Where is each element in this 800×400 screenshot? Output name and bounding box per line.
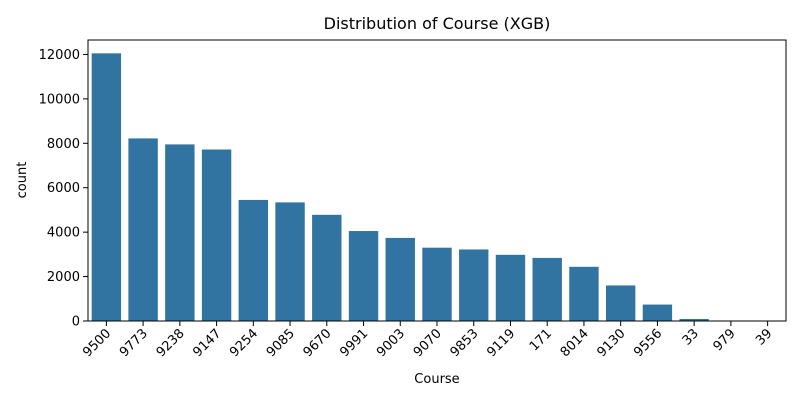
chart-title: Distribution of Course (XGB) (324, 14, 551, 33)
bar-9773 (128, 138, 158, 321)
x-tick-label: 9670 (301, 326, 335, 360)
bar-9991 (348, 231, 379, 321)
y-tick-label: 8000 (47, 137, 80, 152)
x-axis-title: Course (414, 372, 459, 387)
y-tick-label: 10000 (39, 92, 80, 107)
bar-9085 (275, 202, 305, 321)
y-axis-title: count (15, 162, 30, 199)
plot-frame (87, 39, 787, 322)
y-tick-label: 12000 (39, 48, 80, 63)
y-axis: 0 2000 4000 6000 8000 10000 12000 (39, 48, 88, 330)
bar-171 (532, 257, 562, 321)
x-tick-label: 979 (711, 326, 739, 354)
x-tick-label: 9070 (411, 326, 445, 360)
x-tick-label: 9853 (448, 326, 482, 360)
y-tick-label: 0 (72, 315, 80, 330)
bar-8014 (569, 266, 599, 321)
x-tick-label: 9254 (227, 326, 261, 360)
x-tick-label: 9119 (484, 326, 518, 360)
bar-9238 (165, 144, 195, 321)
bar-9254 (238, 199, 269, 321)
x-tick-label: 9147 (190, 326, 224, 360)
bar-9003 (385, 237, 415, 321)
x-tick-label: 39 (753, 326, 775, 348)
x-tick-label: 9556 (631, 326, 665, 360)
x-tick-label: 9238 (154, 326, 188, 360)
bar-9147 (201, 149, 232, 321)
bar-33 (679, 319, 709, 321)
bar-9853 (459, 249, 489, 321)
bar-9070 (422, 247, 452, 321)
x-tick-label: 9991 (337, 326, 371, 360)
y-tick-label: 4000 (47, 226, 80, 241)
x-tick-label: 9130 (595, 326, 629, 360)
x-tick-label: 9773 (117, 326, 151, 360)
x-tick-label: 9500 (80, 326, 114, 360)
bar-9556 (642, 304, 673, 321)
y-tick-label: 2000 (47, 270, 80, 285)
bar-9670 (312, 214, 342, 321)
bars-group (91, 53, 783, 321)
y-tick-label: 6000 (47, 181, 80, 196)
bar-9130 (605, 285, 636, 321)
x-tick-label: 8014 (558, 326, 592, 360)
x-tick-label: 33 (680, 326, 702, 348)
bar-9500 (91, 53, 122, 321)
bar-9119 (495, 254, 526, 321)
x-tick-label: 9003 (374, 326, 408, 360)
x-tick-label: 171 (527, 326, 555, 354)
x-tick-label: 9085 (264, 326, 298, 360)
x-axis: 9500 9773 9238 9147 9254 9085 9670 9991 9003 9070… (80, 321, 775, 360)
